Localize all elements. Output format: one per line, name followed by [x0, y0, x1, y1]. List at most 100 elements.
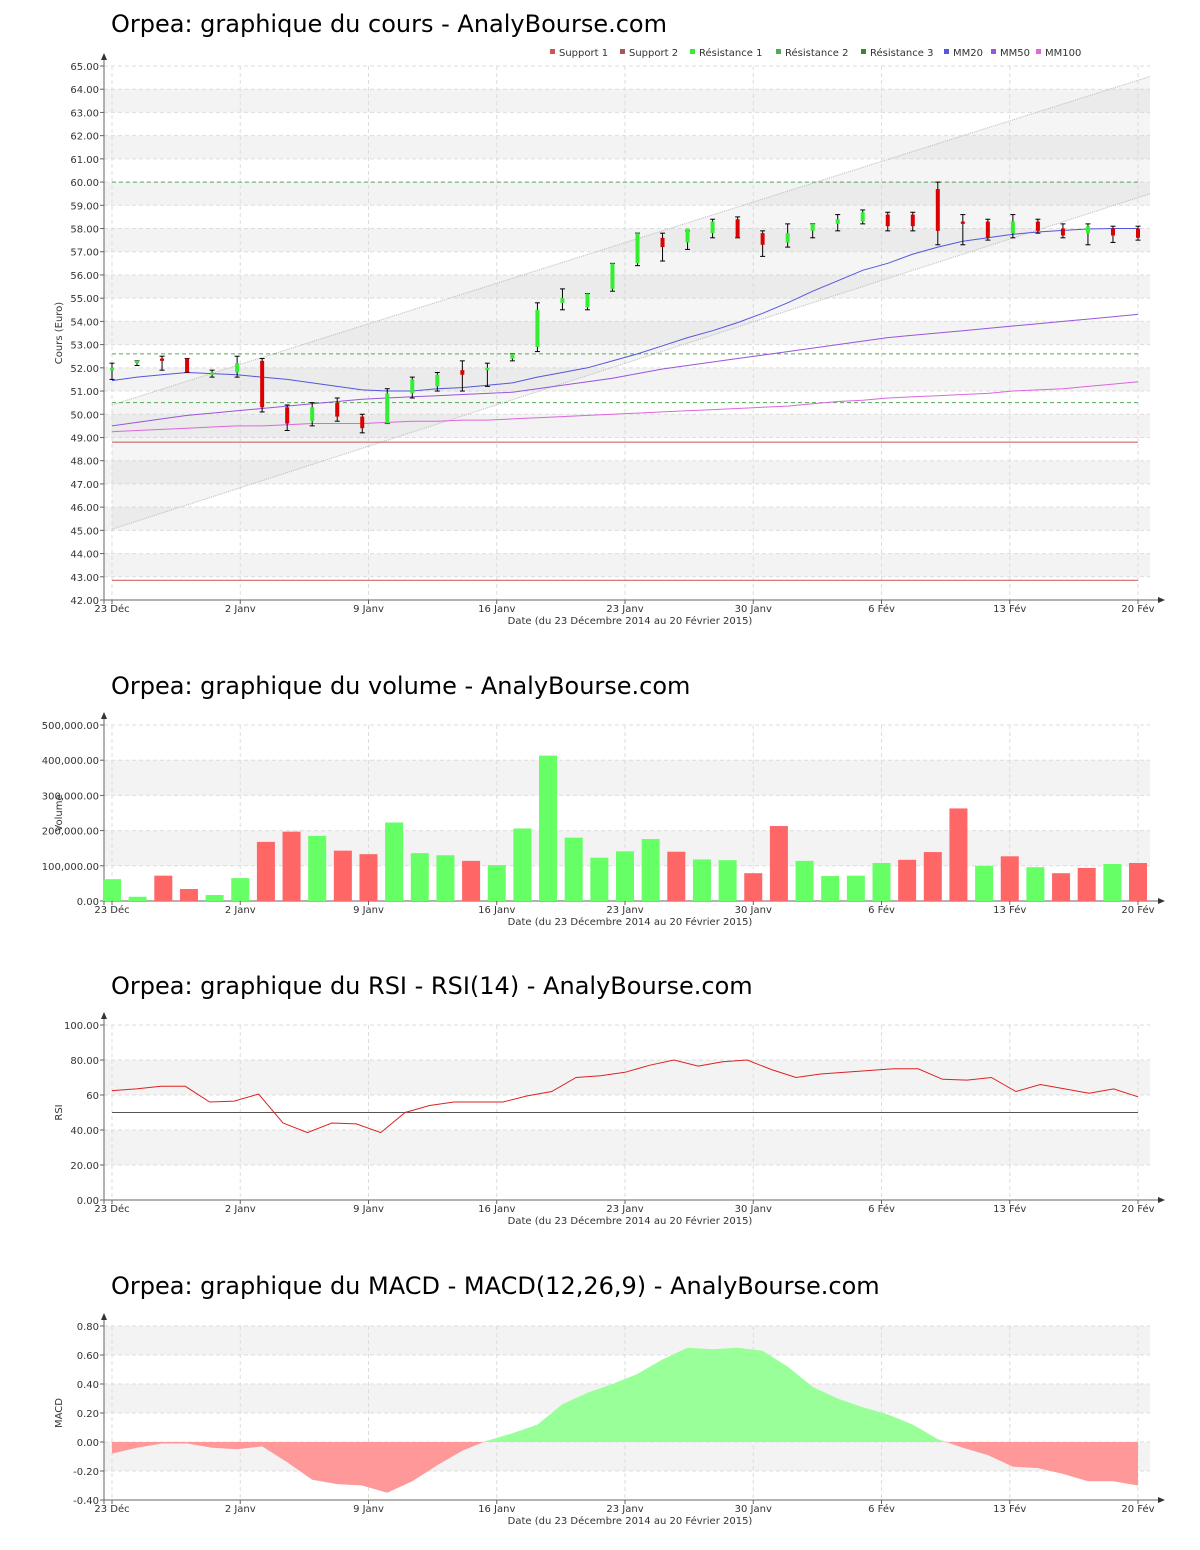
volume-bar [564, 837, 583, 901]
price-candle-body [260, 360, 265, 408]
price-grid-band [104, 274, 1150, 299]
price-candle-body [235, 363, 240, 373]
volume-bar [539, 755, 558, 901]
price-grid-band [104, 89, 1150, 113]
macd-chart-panel: Orpea: graphique du MACD - MACD(12,26,9)… [0, 1260, 1200, 1550]
price-mm100-line [111, 381, 1139, 433]
price-x-tick-label: 16 Janv [478, 604, 515, 615]
rsi-y-tick-label: 40.00 [70, 1126, 99, 1137]
volume-x-tick-label: 6 Fév [868, 904, 895, 916]
price-y-tick-label: 60.00 [70, 178, 99, 189]
price-grid-band [104, 414, 1150, 438]
price-legend-label: Support 2 [629, 48, 678, 59]
rsi-x-axis-label: Date (du 23 Décembre 2014 au 20 Février … [508, 1215, 753, 1227]
macd-x-axis-label: Date (du 23 Décembre 2014 au 20 Février … [508, 1515, 753, 1527]
price-candle-body [635, 233, 640, 264]
macd-x-tick-label: 13 Fév [993, 1503, 1026, 1515]
price-candle-body [985, 221, 990, 238]
macd-y-axis-arrow [101, 1313, 107, 1320]
rsi-chart-panel: Orpea: graphique du RSI - RSI(14) - Anal… [0, 960, 1200, 1240]
price-candle-body [1035, 221, 1040, 231]
volume-bar [179, 889, 198, 901]
price-grid-band [104, 553, 1150, 577]
price-legend-label: Résistance 2 [785, 47, 848, 59]
price-x-axis-arrow [1158, 597, 1165, 603]
price-trend-channel-upper [111, 75, 1151, 406]
macd-x-tick-label: 2 Janv [225, 1504, 256, 1515]
volume-bar [410, 853, 429, 901]
price-candle-body [460, 370, 465, 375]
price-candle-body [835, 219, 840, 224]
price-candle-body [335, 402, 340, 417]
price-legend-swatch [690, 49, 695, 54]
price-y-tick-label: 47.00 [70, 480, 99, 491]
price-candle-body [285, 407, 290, 424]
price-chart: 42.00 43.00 44.00 45.00 46.00 47.00 48.00 49.00… [54, 47, 1165, 627]
macd-y-tick-label: 0.60 [77, 1351, 99, 1362]
price-candle-body [110, 367, 114, 371]
rsi-grid-band [104, 1060, 1150, 1095]
price-candle-body [710, 221, 715, 234]
price-candle-body [685, 228, 690, 243]
price-chart-panel: Orpea: graphique du cours - AnalyBourse.… [0, 0, 1200, 640]
rsi-chart: 0.00 20.00 40.00 60 80.00 100.00 23 Déc 2 Janv 9… [54, 1012, 1165, 1227]
rsi-y-tick-label: 80.00 [70, 1056, 99, 1067]
macd-y-tick-label: 0.80 [77, 1322, 99, 1333]
volume-bar [616, 851, 634, 901]
price-candle-body [410, 379, 415, 394]
price-candle-body [1136, 228, 1140, 238]
price-y-tick-label: 43.00 [70, 573, 99, 584]
price-y-tick-label: 64.00 [70, 85, 99, 96]
price-legend-label: Résistance 3 [870, 47, 933, 59]
price-y-tick-label: 49.00 [70, 433, 99, 444]
volume-bar [282, 831, 301, 901]
rsi-y-tick-label: 100.00 [64, 1021, 99, 1032]
price-y-tick-label: 42.00 [70, 596, 99, 607]
price-y-tick-label: 63.00 [70, 108, 99, 119]
volume-bar [769, 826, 788, 901]
volume-x-tick-label: 23 Déc [94, 904, 129, 916]
price-y-tick-label: 46.00 [70, 503, 99, 514]
volume-bar [1052, 873, 1071, 901]
volume-bar [641, 839, 660, 901]
price-y-tick-label: 56.00 [70, 271, 99, 282]
price-y-tick-label: 44.00 [70, 550, 99, 561]
rsi-y-tick-label: 60 [86, 1091, 99, 1102]
volume-bar [872, 862, 891, 901]
price-grid-band [104, 321, 1150, 345]
price-y-tick-label: 62.00 [70, 132, 99, 143]
rsi-x-axis-arrow [1158, 1197, 1165, 1203]
rsi-x-tick-label: 2 Janv [225, 1204, 256, 1215]
volume-bar [949, 808, 968, 901]
price-y-tick-label: 53.00 [70, 341, 99, 352]
volume-bar [128, 896, 147, 901]
volume-bar [462, 860, 481, 901]
price-trend-channel [112, 76, 1150, 530]
price-candle-body [560, 298, 565, 303]
volume-bar [231, 878, 250, 901]
rsi-x-tick-label: 23 Janv [606, 1204, 643, 1215]
rsi-x-tick-label: 9 Janv [353, 1204, 384, 1215]
price-legend-label: MM100 [1045, 48, 1081, 59]
volume-bar [744, 873, 763, 901]
macd-x-tick-label: 16 Janv [478, 1504, 515, 1515]
price-chart-title: Orpea: graphique du cours - AnalyBourse.… [111, 10, 667, 38]
price-grid-band [104, 507, 1150, 531]
price-legend-swatch [1036, 49, 1041, 54]
volume-bar [205, 895, 224, 901]
volume-bar [1000, 856, 1019, 901]
macd-y-axis-label: MACD [54, 1398, 65, 1428]
macd-x-axis-arrow [1158, 1497, 1165, 1503]
macd-y-tick-label: 0.40 [77, 1380, 99, 1391]
volume-x-tick-label: 2 Janv [225, 905, 256, 916]
volume-chart-panel: Orpea: graphique du volume - AnalyBourse… [0, 660, 1200, 940]
price-legend-swatch [620, 49, 625, 54]
price-grid-band [104, 367, 1150, 392]
macd-y-tick-label: 0.20 [77, 1409, 99, 1420]
macd-x-tick-label: 30 Janv [735, 1504, 772, 1515]
macd-grid-band [104, 1326, 1150, 1355]
price-x-tick-label: 13 Fév [993, 603, 1026, 615]
volume-bar [103, 879, 121, 901]
price-candle-body [935, 189, 940, 231]
price-candle-body [810, 223, 815, 231]
